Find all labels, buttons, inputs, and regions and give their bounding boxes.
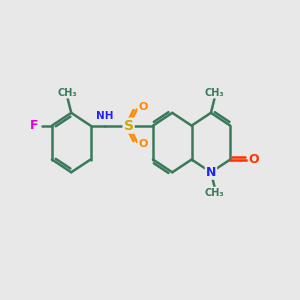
Text: S: S	[124, 118, 134, 133]
Text: F: F	[30, 119, 38, 132]
Text: N: N	[206, 166, 216, 179]
Text: CH₃: CH₃	[58, 88, 77, 98]
Text: NH: NH	[96, 111, 114, 121]
Text: O: O	[138, 140, 148, 149]
Text: CH₃: CH₃	[205, 88, 224, 98]
Text: O: O	[249, 153, 259, 166]
Text: CH₃: CH₃	[205, 188, 224, 197]
Text: O: O	[138, 102, 148, 112]
